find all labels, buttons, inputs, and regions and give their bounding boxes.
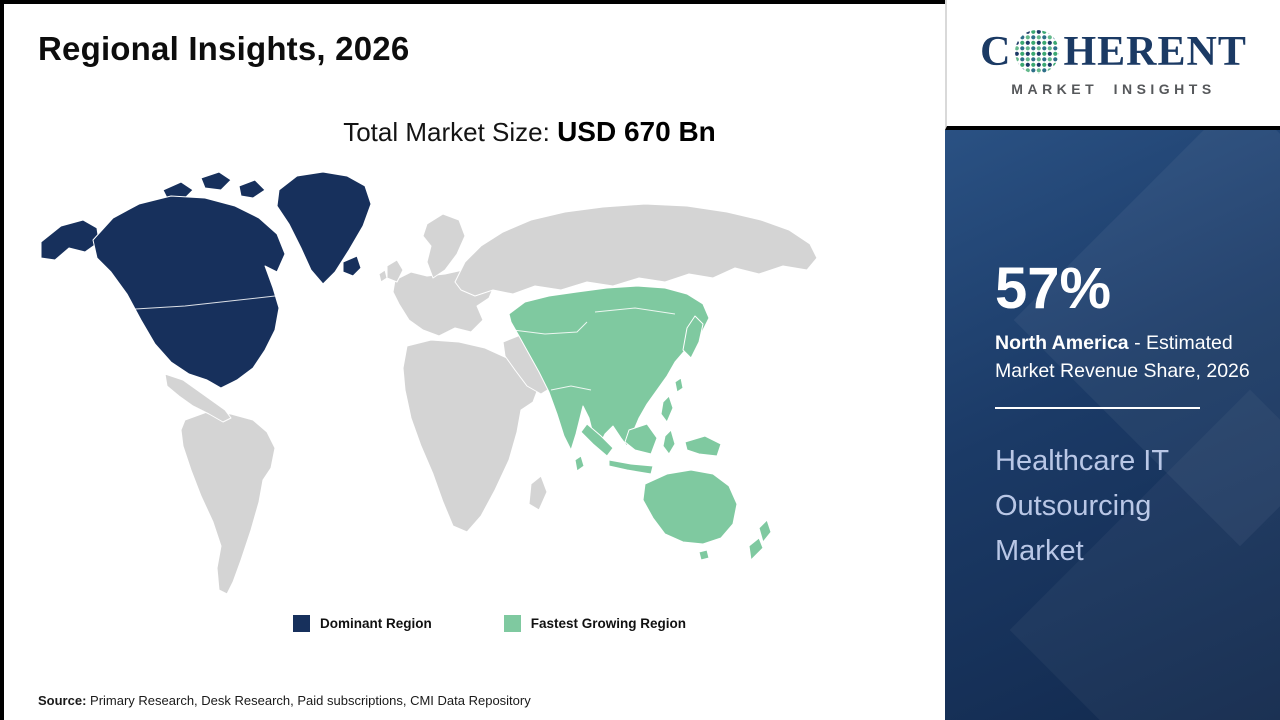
source-text: Primary Research, Desk Research, Paid su… <box>86 693 531 708</box>
divider-line <box>995 407 1200 410</box>
region-sri-lanka <box>574 455 585 472</box>
legend-item-fastest-growing: Fastest Growing Region <box>503 615 686 632</box>
region-iceland <box>342 255 362 277</box>
region-borneo <box>624 423 658 455</box>
region-java <box>608 459 654 475</box>
market-size-label: Total Market Size: <box>343 117 558 147</box>
region-central-america <box>164 373 232 423</box>
region-sumatra <box>580 423 614 457</box>
stat-value: 57% <box>995 256 1112 321</box>
logo-globe-icon <box>1015 30 1060 74</box>
map-region-dominant <box>40 171 372 389</box>
region-tasmania <box>698 549 710 561</box>
world-map <box>40 171 818 595</box>
source-note: Source: Primary Research, Desk Research,… <box>38 693 945 708</box>
logo-area: C HERENT MARKET INSIGHTS <box>945 0 1280 130</box>
page-title: Regional Insights, 2026 <box>38 30 410 67</box>
fastest-growing-region-swatch <box>503 615 521 632</box>
source-label: Source: <box>38 693 87 708</box>
region-taiwan <box>674 377 684 393</box>
border-mongolia-china <box>594 307 676 315</box>
brand-tagline: MARKET INSIGHTS <box>1011 81 1216 97</box>
border-india-china <box>550 385 592 391</box>
region-ireland <box>378 269 388 283</box>
region-arctic-islands <box>162 171 266 217</box>
stat-description: North America - Estimated Market Revenue… <box>995 330 1252 385</box>
stat-region: North America <box>995 332 1129 354</box>
region-greenland <box>276 171 372 285</box>
map-border-lines <box>118 295 676 391</box>
region-africa <box>402 339 540 533</box>
region-philippines <box>660 395 674 423</box>
region-sulawesi <box>662 429 676 455</box>
region-alaska <box>40 219 100 261</box>
region-new-zealand <box>748 519 772 561</box>
world-map-container <box>35 162 825 607</box>
border-central-asia <box>512 321 588 335</box>
market-size-value: USD 670 Bn <box>557 116 716 147</box>
main-content: Regional Insights, 2026 Total Market Siz… <box>0 0 945 720</box>
region-south-america <box>180 411 276 595</box>
stat-desc-rest: - Estimated Market Revenue Share, 2026 <box>995 332 1250 382</box>
region-new-guinea <box>684 435 722 457</box>
highlight-sidebar: 57% North America - Estimated Market Rev… <box>945 130 1280 720</box>
map-legend: Dominant Region Fastest Growing Region <box>4 615 945 632</box>
border-usa-canada <box>118 295 276 311</box>
fastest-growing-region-label: Fastest Growing Region <box>530 616 686 631</box>
brand-letter-c: C <box>980 29 1012 75</box>
region-australia <box>642 469 738 545</box>
dominant-region-label: Dominant Region <box>319 616 432 631</box>
market-name: Healthcare IT Outsourcing Market <box>995 445 1169 568</box>
region-madagascar <box>528 475 548 511</box>
brand-letters: HERENT <box>1063 29 1247 75</box>
brand-logo: C HERENT <box>980 29 1247 75</box>
legend-item-dominant: Dominant Region <box>292 615 432 632</box>
region-japan <box>682 315 704 359</box>
market-size-subtitle: Total Market Size: USD 670 Bn <box>4 116 945 148</box>
region-asia-mainland <box>508 285 710 451</box>
dominant-region-swatch <box>292 615 310 632</box>
region-russia-north-asia <box>454 203 818 297</box>
region-canada-usa <box>92 195 286 389</box>
region-scandinavia <box>422 213 466 279</box>
map-region-fastest <box>508 285 772 561</box>
